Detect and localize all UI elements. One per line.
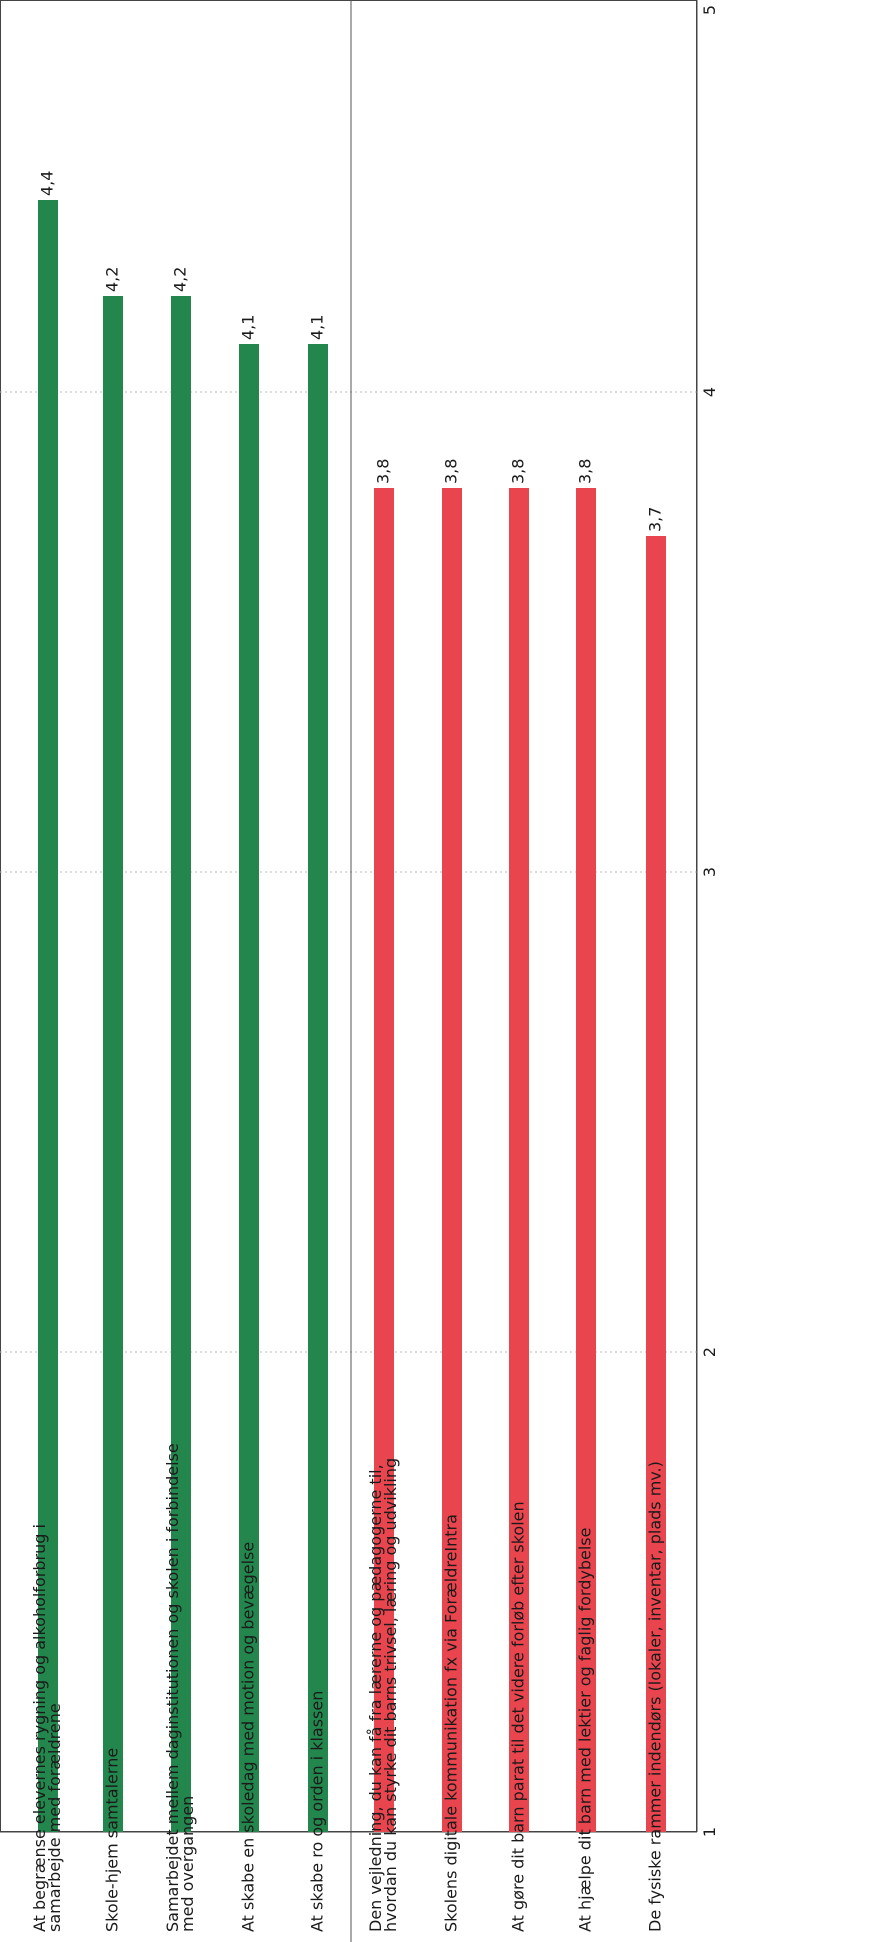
category-label-4-line-1: At skabe en skoledag med motion og bevæg… [239,1542,258,1932]
value-label-3: 4,2 [171,267,190,292]
value-label-1: 4,4 [38,171,57,196]
tick-label-1: 1 [700,1827,719,1837]
category-label-10-line-1: De fysiske rammer indendørs (lokaler, in… [646,1461,665,1932]
category-label-2-line-1: Skole-hjem samtalerne [103,1748,122,1932]
category-label-9-line-1: At hjælpe dit barn med lektier og faglig… [576,1528,595,1932]
category-label-8-line-1: At gøre dit barn parat til det videre fo… [509,1501,528,1932]
value-label-9: 3,8 [576,459,595,484]
bar-9 [576,488,596,1832]
value-label-7: 3,8 [442,459,461,484]
category-labels: At begrænse elevernes rygning og alkohol… [30,1443,665,1932]
bar-1 [38,200,58,1832]
category-label-3-line-1: Samarbejdet mellem daginstitutionen og s… [163,1443,182,1932]
category-label-1-line-1: At begrænse elevernes rygning og alkohol… [30,1524,49,1932]
bar-6 [374,488,394,1832]
value-label-4: 4,1 [239,315,258,340]
category-label-3-line-2: med overgangen [178,1796,197,1932]
bar-4 [239,344,259,1832]
category-label-6-line-1: Den vejledning, du kan få fra lærerne og… [366,1464,385,1932]
bars [38,200,666,1832]
tick-label-5: 5 [700,5,719,15]
bar-2 [103,296,123,1832]
bar-10 [646,536,666,1832]
bar-7 [442,488,462,1832]
value-label-6: 3,8 [374,459,393,484]
category-label-5-line-1: At skabe ro og orden i klassen [308,1691,327,1932]
value-label-5: 4,1 [308,315,327,340]
category-label-6-line-2: hvordan du kan styrke dit barns trivsel,… [381,1458,400,1932]
tick-label-2: 2 [700,1347,719,1357]
tick-label-3: 3 [700,867,719,877]
axis-tick-labels: 1 2 3 4 5 [700,5,719,1837]
bar-8 [509,488,529,1832]
value-labels: 4,4 4,2 4,2 4,1 4,1 3,8 3,8 3,8 3,8 3,7 [38,171,665,532]
category-label-1-line-2: samarbejde med forældrene [45,1703,64,1932]
value-label-2: 4,2 [103,267,122,292]
value-label-8: 3,8 [509,459,528,484]
bar-3 [171,296,191,1832]
tick-label-4: 4 [700,387,719,397]
value-label-10: 3,7 [646,507,665,532]
bar-5 [308,344,328,1832]
category-label-7-line-1: Skolens digitale kommunikation fx via Fo… [442,1514,461,1932]
